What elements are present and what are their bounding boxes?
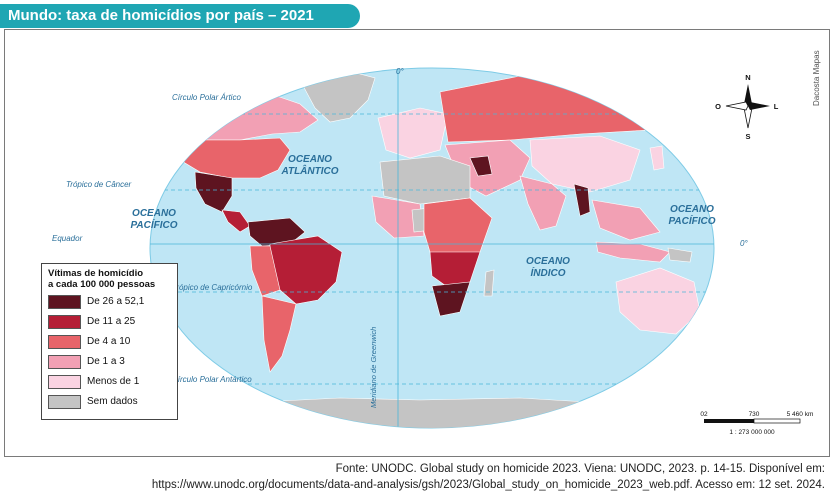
legend-title-1: Vítimas de homicídio (48, 268, 144, 279)
region-china (529, 135, 641, 193)
legend-label: De 26 a 52,1 (87, 296, 145, 307)
label-antarctic-circle: Círculo Polar Antártico (172, 375, 252, 384)
legend-label: De 1 a 3 (87, 356, 125, 367)
map-credit: Dacosta Mapas (812, 50, 821, 106)
legend-label: Sem dados (87, 396, 138, 407)
label-pacific-e-2: PACÍFICO (668, 214, 715, 227)
region-japan (649, 145, 665, 171)
legend-label: De 4 a 10 (87, 336, 131, 347)
label-pacific-w-1: OCEANO (132, 208, 176, 219)
label-pacific-e-1: OCEANO (670, 204, 714, 215)
label-tropic-cancer: Trópico de Câncer (66, 180, 132, 189)
label-tropic-capricorn: Trópico de Capricórnio (172, 283, 253, 292)
region-india (519, 175, 567, 231)
region-myanmar (573, 183, 591, 217)
scale-segment-dark (704, 419, 754, 423)
legend-swatch (48, 334, 81, 349)
compass-l: L (774, 102, 779, 111)
region-australia (615, 267, 701, 335)
compass-east-arrow (748, 102, 770, 110)
label-greenwich: Meridiano de Greenwich (369, 327, 378, 408)
label-arctic-circle: Círculo Polar Ártico (172, 93, 241, 102)
legend-label: De 11 a 25 (87, 316, 136, 327)
legend-label: Menos de 1 (87, 376, 140, 387)
scale-tick-0: 02 (700, 411, 708, 418)
scale-bar: 02 730 5 460 km 1 : 273 000 000 (700, 411, 813, 436)
source-line-1: Fonte: UNODC. Global study on homicide 2… (335, 463, 825, 475)
region-europe (377, 107, 449, 159)
region-south-africa (431, 281, 471, 317)
legend-item: De 4 a 10 (48, 333, 171, 350)
label-indian-1: OCEANO (526, 256, 570, 267)
legend-item: Menos de 1 (48, 373, 171, 390)
legend-swatch (48, 314, 81, 329)
legend-item: De 1 a 3 (48, 353, 171, 370)
region-north-africa (379, 155, 471, 205)
scale-ratio: 1 : 273 000 000 (729, 429, 775, 436)
scale-tick-2: 5 460 km (787, 411, 814, 418)
legend-swatch (48, 354, 81, 369)
title-bar: Mundo: taxa de homicídios por país – 202… (0, 4, 360, 28)
compass-north-arrow (744, 84, 752, 106)
scale-segment-light (753, 418, 801, 424)
region-antarctica (179, 397, 701, 428)
region-usa (174, 137, 291, 179)
region-southern-cone (261, 295, 297, 373)
scale-tick-1: 730 (749, 411, 760, 418)
region-russia (439, 75, 691, 143)
region-png (667, 247, 693, 263)
region-iraq (469, 155, 493, 177)
legend-item: De 26 a 52,1 (48, 293, 171, 310)
source-line-2: https://www.unodc.org/documents/data-and… (151, 479, 825, 491)
label-equator: Equador (52, 234, 83, 243)
region-mexico (194, 171, 233, 213)
region-andes (249, 245, 281, 297)
legend-swatch (48, 294, 81, 309)
map-title: Mundo: taxa de homicídios por país – 202… (8, 7, 314, 24)
label-zero-right: 0° (740, 239, 748, 248)
legend-title-2: a cada 100 000 pessoas (48, 279, 156, 290)
compass-s: S (745, 132, 750, 141)
region-central-america (221, 209, 251, 233)
legend: Vítimas de homicídio a cada 100 000 pess… (41, 263, 178, 420)
legend-swatch (48, 394, 81, 409)
legend-item: De 11 a 25 (48, 313, 171, 330)
compass-west-arrow (725, 101, 749, 111)
label-pacific-w-2: PACÍFICO (130, 218, 177, 231)
region-southeast-asia (591, 199, 661, 241)
compass-rose: N S O L (715, 73, 779, 141)
region-new-zealand (711, 319, 714, 343)
label-atlantic-2: ATLÂNTICO (280, 164, 338, 177)
compass-o: O (715, 102, 721, 111)
legend-item: Sem dados (48, 393, 171, 410)
label-zero-top: 0° (396, 67, 404, 76)
label-indian-2: ÍNDICO (531, 266, 566, 279)
region-madagascar (483, 269, 495, 297)
label-atlantic-1: OCEANO (288, 154, 332, 165)
legend-swatch (48, 374, 81, 389)
compass-n: N (745, 73, 750, 82)
